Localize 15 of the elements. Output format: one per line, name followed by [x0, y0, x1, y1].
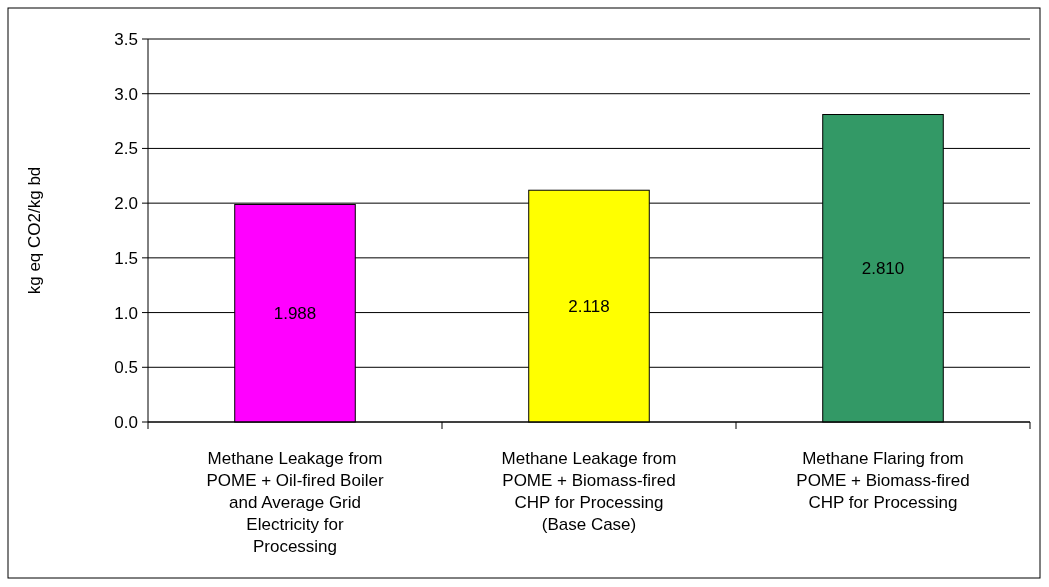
- data-label: 2.118: [568, 297, 610, 317]
- y-axis-title: kg eq CO2/kg bd: [25, 166, 44, 295]
- x-tick-label: Methane Flaring from POME + Biomass-fired CHP for Processing: [796, 449, 970, 512]
- y-tick-label: 0.5: [114, 358, 138, 378]
- y-tick-label: 3.0: [114, 84, 138, 104]
- x-tick-label: Methane Leakage from POME + Biomass-fired CHP for Processing (Base Case): [501, 449, 677, 534]
- y-tick-label: 3.5: [114, 30, 138, 49]
- y-tick-label: 1.0: [114, 303, 138, 323]
- y-tick-label: 2.0: [114, 194, 138, 214]
- data-label: 2.810: [861, 259, 905, 279]
- y-tick-label: 1.5: [114, 248, 138, 268]
- data-label: 1.988: [273, 304, 317, 324]
- x-tick-label: Methane Leakage from POME + Oil-fired Boiler and Average Grid Electricity for Processing: [206, 449, 384, 556]
- y-tick-label: 2.5: [114, 139, 138, 159]
- y-tick-label: 0.0: [114, 413, 138, 432]
